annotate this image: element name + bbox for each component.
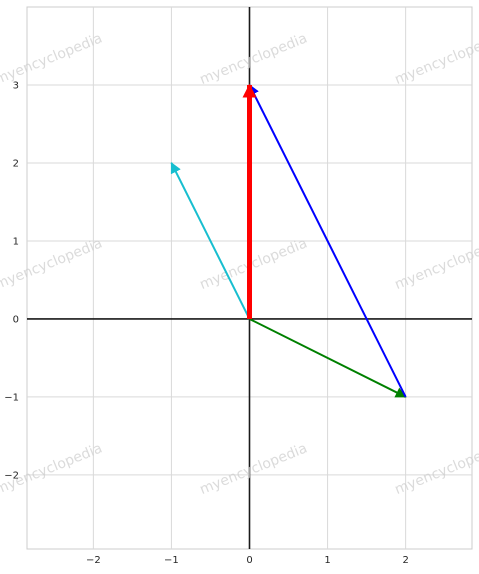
y-tick-label: −2 (4, 470, 19, 481)
x-tick-label: 1 (324, 555, 330, 566)
x-tick-label: 0 (246, 555, 252, 566)
y-tick-label: 3 (13, 80, 19, 91)
y-tick-label: 2 (13, 158, 19, 169)
y-tick-label: 0 (13, 314, 19, 325)
y-tick-label: 1 (13, 236, 19, 247)
x-tick-label: 2 (402, 555, 408, 566)
y-tick-label: −1 (4, 392, 19, 403)
x-tick-label: −2 (86, 555, 101, 566)
x-tick-label: −1 (164, 555, 179, 566)
